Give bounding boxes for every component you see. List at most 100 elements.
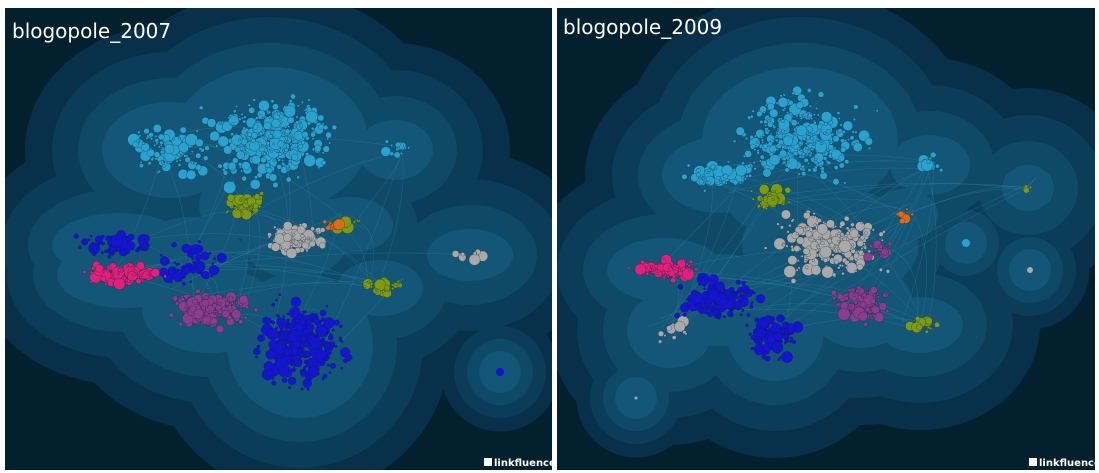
node — [803, 211, 811, 220]
node — [817, 218, 822, 223]
node — [153, 143, 157, 147]
node — [787, 323, 796, 332]
node — [289, 242, 293, 246]
node — [206, 118, 217, 128]
node — [132, 141, 139, 148]
node — [298, 144, 304, 149]
node — [276, 150, 280, 154]
node — [91, 266, 96, 271]
node — [787, 200, 791, 204]
node — [759, 201, 763, 205]
node — [834, 306, 838, 310]
node — [878, 231, 884, 237]
node — [302, 366, 307, 370]
node — [871, 228, 875, 232]
node — [748, 174, 752, 178]
node — [263, 136, 268, 141]
node — [790, 219, 794, 223]
node — [769, 116, 773, 120]
node — [727, 295, 731, 299]
node — [772, 150, 776, 154]
node — [819, 164, 823, 168]
node — [770, 139, 775, 144]
node — [884, 247, 888, 251]
node — [730, 297, 735, 302]
node — [823, 121, 828, 126]
node — [847, 288, 852, 293]
node — [827, 238, 833, 244]
node — [196, 262, 206, 272]
node — [189, 280, 193, 284]
node — [853, 300, 858, 305]
node — [302, 239, 306, 243]
node — [662, 275, 666, 280]
node — [761, 138, 765, 142]
node — [290, 93, 296, 100]
node — [795, 322, 801, 328]
node — [209, 274, 213, 278]
node — [814, 157, 818, 162]
node — [125, 241, 136, 251]
node — [189, 305, 197, 313]
node — [201, 271, 210, 280]
node — [314, 313, 319, 318]
node — [272, 129, 282, 139]
node — [141, 246, 146, 251]
node — [132, 272, 137, 277]
node — [833, 259, 839, 265]
node — [266, 369, 274, 377]
node — [293, 364, 297, 368]
node — [148, 132, 154, 138]
node — [114, 248, 118, 253]
node — [789, 336, 794, 341]
node — [226, 193, 235, 202]
edge — [924, 160, 937, 330]
node — [837, 116, 841, 120]
node — [783, 265, 797, 278]
node — [322, 357, 326, 361]
node — [800, 254, 804, 258]
node — [277, 158, 282, 162]
node — [845, 226, 850, 231]
node — [657, 330, 665, 337]
node — [117, 268, 122, 272]
node — [296, 175, 300, 180]
node — [701, 176, 705, 180]
edge — [778, 183, 1027, 203]
node — [801, 152, 806, 157]
node — [238, 294, 249, 305]
node — [186, 169, 197, 180]
node — [854, 304, 858, 308]
node — [262, 129, 266, 133]
node — [307, 98, 311, 102]
node — [316, 230, 319, 234]
node — [247, 103, 251, 107]
node — [310, 226, 315, 232]
node — [807, 168, 812, 173]
node — [395, 141, 401, 148]
node — [178, 151, 183, 155]
node — [780, 315, 784, 320]
node — [230, 132, 234, 137]
node — [293, 130, 304, 141]
node — [282, 339, 286, 343]
node — [706, 180, 711, 185]
node — [390, 143, 394, 147]
node — [793, 341, 797, 345]
node — [311, 137, 315, 141]
node — [864, 231, 868, 235]
node — [804, 265, 809, 270]
node — [208, 251, 212, 255]
node — [827, 139, 831, 143]
node — [853, 104, 859, 110]
node — [657, 271, 663, 277]
node — [285, 176, 292, 183]
node — [172, 271, 184, 282]
node — [177, 163, 182, 167]
node — [754, 338, 758, 342]
node — [757, 204, 761, 208]
node — [271, 320, 276, 325]
node — [773, 237, 786, 250]
node — [750, 346, 755, 351]
node — [702, 173, 706, 177]
